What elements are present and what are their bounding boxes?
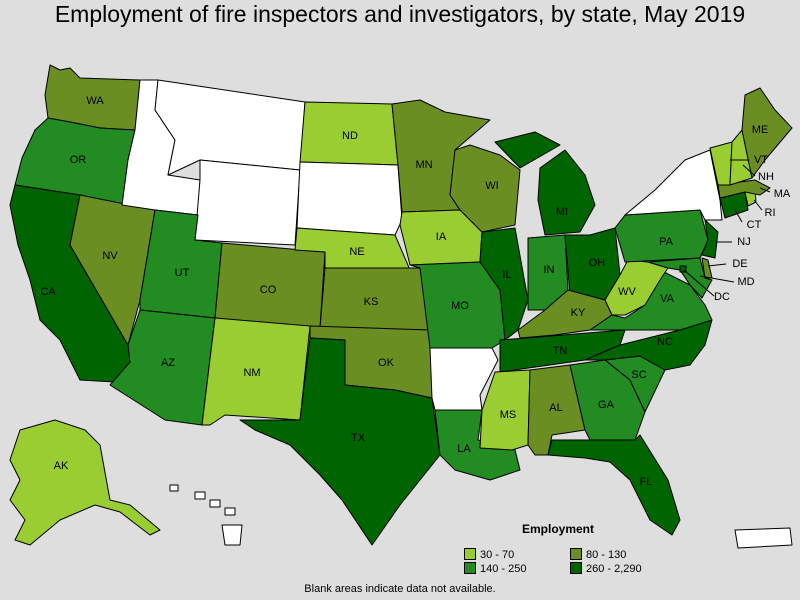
legend-swatch	[570, 562, 582, 574]
leader-line-dc	[683, 269, 715, 297]
label-NC: NC	[657, 336, 673, 348]
leader-line-ct	[734, 209, 743, 223]
state-MI[interactable]	[494, 131, 596, 236]
label-AK: AK	[54, 460, 69, 472]
label-GA: GA	[598, 399, 615, 411]
state-WI[interactable]	[449, 144, 521, 233]
legend-item-30-70: 30 - 70	[464, 548, 514, 561]
state-NC[interactable]	[584, 319, 713, 371]
label-VA: VA	[660, 293, 675, 305]
state-LA[interactable]	[434, 409, 521, 481]
label-OH: OH	[589, 257, 606, 269]
leader-line-md	[699, 275, 735, 283]
state-AK[interactable]	[9, 419, 161, 546]
label-MI: MI	[556, 206, 568, 218]
state-MT[interactable]	[154, 79, 306, 176]
legend-label: 80 - 130	[586, 549, 627, 561]
leader-line-ri	[753, 199, 763, 211]
leader-line-ma	[759, 187, 771, 193]
legend-item-80-130: 80 - 130	[570, 548, 626, 561]
label-IN: IN	[544, 264, 555, 276]
label-UT: UT	[175, 267, 190, 279]
legend: Employment 30 - 70 80 - 130 140 - 250 26…	[464, 522, 664, 576]
legend-item-260-2290: 260 - 2,290	[570, 562, 642, 575]
label-ME: ME	[752, 124, 769, 136]
footnote: Blank areas indicate data not available.	[304, 583, 496, 595]
state-WV[interactable]	[604, 259, 669, 316]
label-WV: WV	[618, 286, 636, 298]
state-NJ[interactable]	[701, 219, 719, 259]
state-NY[interactable]	[624, 149, 723, 221]
state-IL[interactable]	[479, 227, 529, 341]
label-DC: DC	[714, 291, 730, 303]
state-AR[interactable]	[429, 347, 499, 411]
label-MO: MO	[451, 300, 469, 312]
state-TX[interactable]	[239, 337, 441, 546]
label-LA: LA	[457, 443, 471, 455]
label-SC: SC	[631, 369, 646, 381]
label-AZ: AZ	[161, 357, 175, 369]
legend-title: Employment	[522, 522, 595, 536]
state-HI[interactable]	[169, 484, 243, 546]
legend-swatch	[464, 562, 476, 574]
legend-item-140-250: 140 - 250	[464, 562, 526, 575]
label-RI: RI	[765, 207, 776, 219]
label-IL: IL	[502, 269, 511, 281]
label-KS: KS	[364, 296, 379, 308]
map-title: Employment of fire inspectors and invest…	[54, 1, 746, 27]
legend-swatch	[570, 548, 582, 560]
label-FL: FL	[640, 476, 653, 488]
label-MS: MS	[500, 409, 517, 421]
state-PR[interactable]	[734, 527, 793, 549]
state-MD[interactable]	[647, 257, 713, 299]
label-VT: VT	[754, 154, 768, 166]
label-NM: NM	[243, 367, 260, 379]
leader-line-nh	[742, 164, 756, 177]
legend-label: 30 - 70	[480, 549, 515, 561]
label-MD: MD	[737, 276, 754, 288]
label-TN: TN	[553, 345, 568, 357]
label-OR: OR	[70, 154, 87, 166]
label-CO: CO	[260, 284, 277, 296]
legend-label: 260 - 2,290	[586, 563, 642, 575]
label-DE: DE	[732, 258, 747, 270]
label-TX: TX	[351, 432, 366, 444]
label-MA: MA	[774, 188, 791, 200]
label-WA: WA	[86, 95, 104, 107]
label-NV: NV	[102, 250, 118, 262]
label-WI: WI	[485, 180, 498, 192]
leader-line-de	[707, 263, 727, 267]
state-FL[interactable]	[547, 434, 681, 536]
label-CT: CT	[747, 219, 762, 231]
label-OK: OK	[378, 357, 395, 369]
label-AL: AL	[549, 402, 562, 414]
legend-swatch	[464, 548, 476, 560]
label-ND: ND	[342, 130, 358, 142]
label-IA: IA	[436, 231, 447, 243]
state-WY[interactable]	[194, 159, 301, 246]
label-PA: PA	[659, 236, 674, 248]
state-labels: WA OR CA NV UT AZ CO NM ND NE KS OK TX M…	[40, 95, 791, 488]
label-NH: NH	[758, 171, 774, 183]
label-MN: MN	[415, 159, 432, 171]
legend-label: 140 - 250	[480, 563, 527, 575]
label-NE: NE	[349, 246, 364, 258]
state-SD[interactable]	[296, 161, 403, 236]
label-CA: CA	[40, 286, 56, 298]
label-NJ: NJ	[737, 236, 750, 248]
label-KY: KY	[571, 307, 586, 319]
